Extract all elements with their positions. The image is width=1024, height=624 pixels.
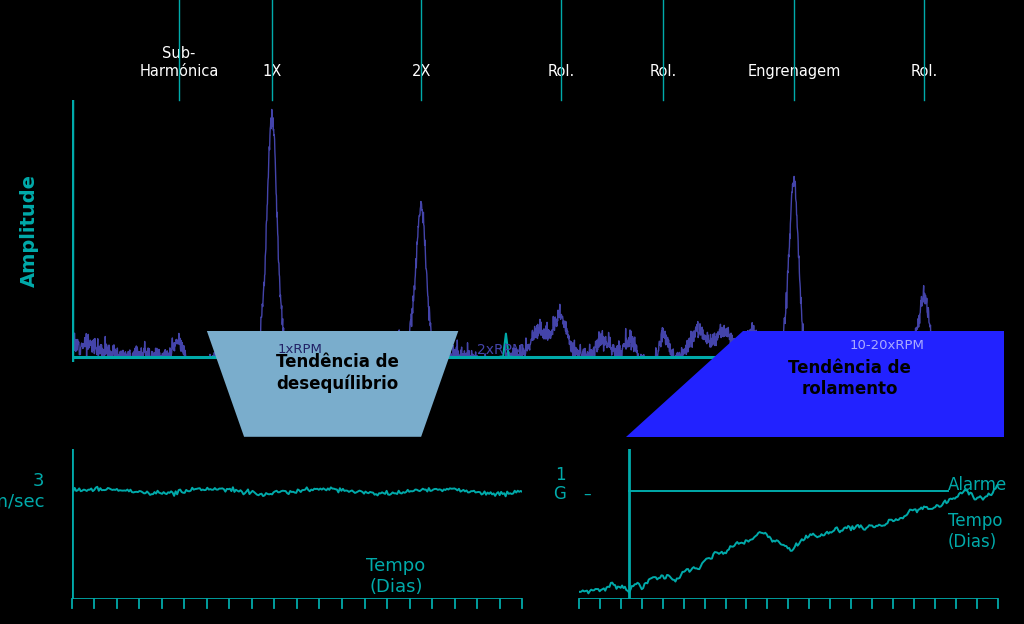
- Text: 2xRPM: 2xRPM: [477, 343, 524, 358]
- Text: Alarme: Alarme: [948, 476, 1008, 494]
- Text: Tendência de
rolamento: Tendência de rolamento: [788, 359, 911, 398]
- Text: Rol.: Rol.: [650, 64, 677, 79]
- Text: 3
mm/sec: 3 mm/sec: [0, 472, 45, 510]
- Text: 2X: 2X: [412, 64, 431, 79]
- Text: Rol.: Rol.: [547, 64, 574, 79]
- Text: Tempo
(Dias): Tempo (Dias): [367, 557, 426, 596]
- Text: 1xRPM: 1xRPM: [278, 343, 323, 356]
- Text: Amplitude: Amplitude: [20, 174, 39, 288]
- Text: Rol.: Rol.: [910, 64, 938, 79]
- Text: Engrenagem: Engrenagem: [748, 64, 841, 79]
- Text: G: G: [553, 485, 566, 503]
- Text: Sub-
Harmónica: Sub- Harmónica: [139, 46, 218, 79]
- Text: Tendência de
desequílibrio: Tendência de desequílibrio: [275, 353, 398, 393]
- Text: 10-20xRPM: 10-20xRPM: [850, 339, 925, 352]
- Text: Tempo
(Dias): Tempo (Dias): [948, 512, 1002, 551]
- Text: 1: 1: [555, 466, 566, 484]
- Text: –: –: [583, 487, 591, 502]
- Polygon shape: [207, 331, 459, 437]
- Text: 1X: 1X: [262, 64, 282, 79]
- Polygon shape: [626, 331, 1004, 437]
